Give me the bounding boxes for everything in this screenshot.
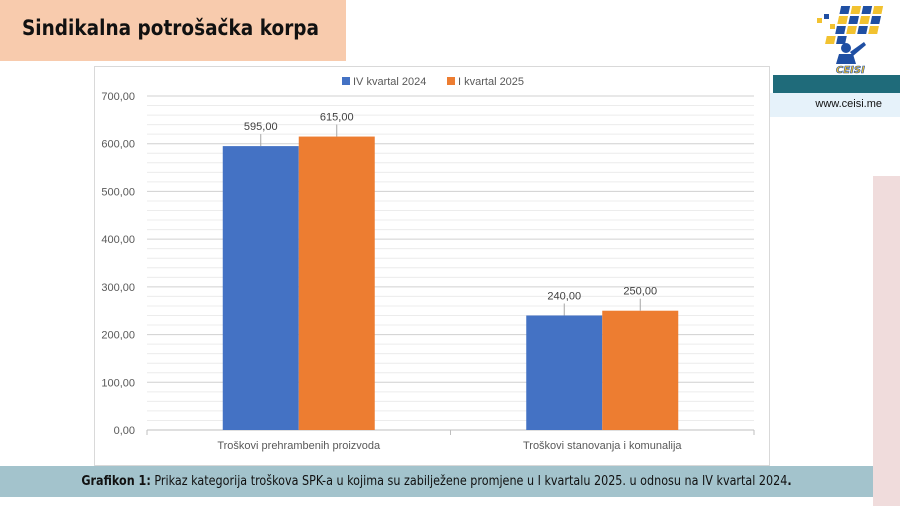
y-tick-label: 700,00 bbox=[101, 91, 135, 103]
bar bbox=[222, 146, 299, 430]
chart-caption: Grafikon 1: Prikaz kategorija troškova S… bbox=[61, 474, 812, 489]
ceisi-logo-icon: CEISI bbox=[817, 6, 884, 76]
website-strip: www.ceisi.me bbox=[768, 93, 900, 117]
y-tick-label: 200,00 bbox=[101, 330, 135, 342]
x-category-label: Troškovi prehrambenih proizvoda bbox=[217, 440, 381, 452]
legend-swatch bbox=[342, 77, 350, 85]
bar bbox=[526, 315, 603, 430]
bar bbox=[602, 310, 679, 430]
website-link[interactable]: www.ceisi.me bbox=[815, 98, 882, 110]
caption-label: Grafikon 1: bbox=[81, 474, 151, 489]
y-tick-label: 300,00 bbox=[101, 282, 135, 294]
caption-end: . bbox=[787, 474, 792, 489]
title-banner: Sindikalna potrošačka korpa bbox=[0, 0, 346, 61]
bars bbox=[222, 136, 679, 431]
data-label: 250,00 bbox=[623, 286, 657, 298]
x-category-label: Troškovi stanovanja i komunalija bbox=[523, 440, 682, 452]
axes: 0,00 100,00 200,00 300,00 400,00 500,00 600,00… bbox=[101, 91, 755, 452]
y-tick-label: 400,00 bbox=[101, 234, 135, 246]
data-label: 615,00 bbox=[320, 112, 354, 124]
legend: IV kvartal 2024 I kvartal 2025 bbox=[342, 76, 524, 88]
data-labels: 595,00 240,00 615,00 250,00 bbox=[244, 112, 657, 316]
data-label: 595,00 bbox=[244, 121, 278, 133]
y-tick-label: 0,00 bbox=[114, 425, 135, 437]
legend-label: I kvartal 2025 bbox=[458, 76, 524, 88]
page-title: Sindikalna potrošačka korpa bbox=[22, 16, 320, 40]
decor-strip bbox=[873, 176, 900, 506]
y-tick-label: 600,00 bbox=[101, 139, 135, 151]
y-tick-label: 100,00 bbox=[101, 377, 135, 389]
legend-label: IV kvartal 2024 bbox=[353, 76, 426, 88]
caption-band: Grafikon 1: Prikaz kategorija troškova S… bbox=[0, 466, 873, 497]
logo-wordmark: CEISI bbox=[836, 65, 865, 76]
accent-bar bbox=[773, 75, 900, 93]
caption-body: Prikaz kategorija troškova SPK-a u kojim… bbox=[150, 474, 788, 489]
data-label: 240,00 bbox=[547, 290, 581, 302]
bar bbox=[298, 136, 375, 431]
y-tick-label: 500,00 bbox=[101, 186, 135, 198]
bar-chart: 0,00 100,00 200,00 300,00 400,00 500,00 600,00… bbox=[101, 76, 755, 452]
legend-swatch bbox=[447, 77, 455, 85]
